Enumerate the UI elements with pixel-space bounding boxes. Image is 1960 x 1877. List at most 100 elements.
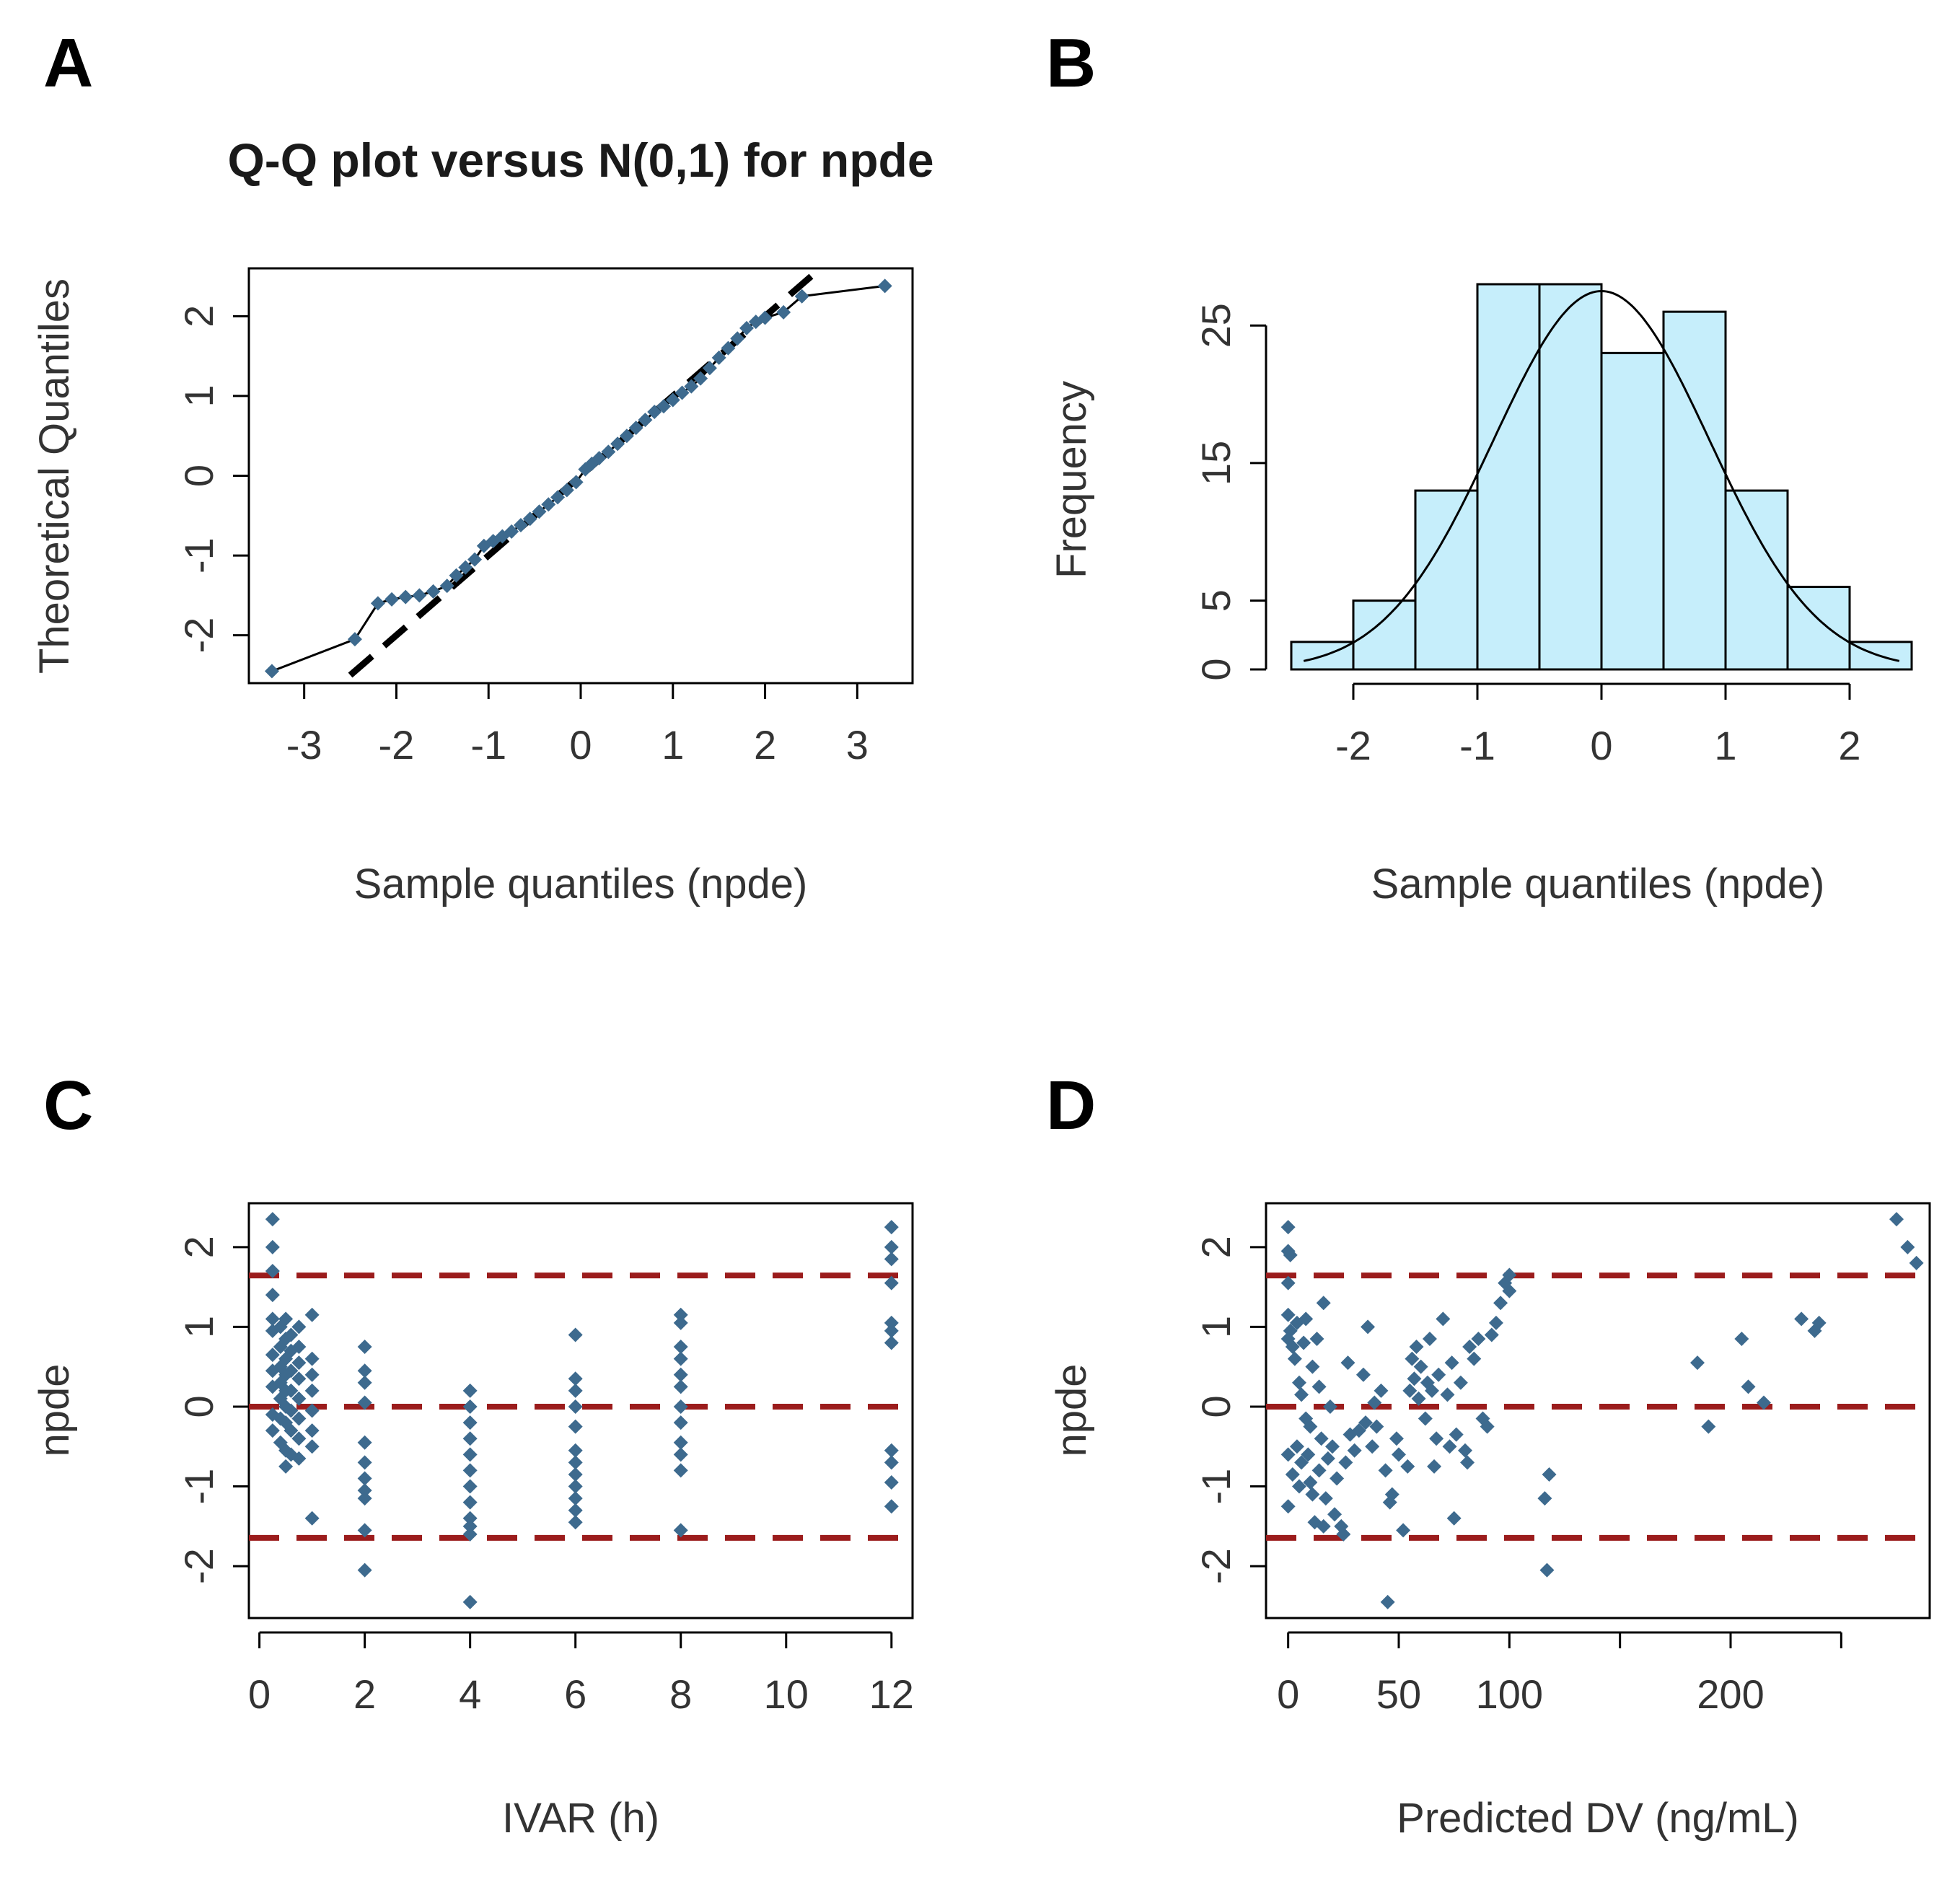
- d-npde-vs-pred-point: [1458, 1443, 1472, 1458]
- histogram-x-tick-label: 2: [1838, 723, 1860, 768]
- d-npde-vs-pred-point: [1493, 1296, 1508, 1311]
- qq-point: [384, 592, 400, 607]
- d-npde-vs-pred-point: [1462, 1340, 1477, 1355]
- c-npde-vs-time-point: [568, 1467, 583, 1482]
- qq-point: [370, 596, 385, 611]
- d-npde-vs-pred-point: [1285, 1467, 1300, 1482]
- panel-letter-b: B: [1046, 25, 1096, 102]
- c-npde-vs-time-x-tick-label: 8: [669, 1671, 692, 1717]
- d-npde-vs-pred-point: [1440, 1387, 1455, 1402]
- qq-point: [628, 421, 643, 436]
- qq-point: [559, 483, 574, 498]
- qq-x-tick-label: -1: [470, 722, 506, 768]
- histogram-xlabel: Sample quantiles (npde): [1371, 861, 1825, 907]
- d-npde-vs-pred-point: [1280, 1499, 1296, 1514]
- c-npde-vs-time-point: [357, 1523, 372, 1538]
- c-npde-vs-time-point: [357, 1562, 372, 1578]
- c-npde-vs-time-point: [265, 1263, 280, 1278]
- panel-letter-d: D: [1046, 1067, 1096, 1144]
- d-npde-vs-pred-point: [1453, 1375, 1468, 1390]
- qq-x-tick-label: 2: [754, 722, 776, 768]
- qq-plot-axes: -3 -2 -1 0 1 2 3 -2 -1 0 1 2: [176, 305, 869, 768]
- c-npde-vs-time-y-tick-label: 1: [176, 1316, 221, 1338]
- d-npde-vs-pred-point: [1488, 1315, 1503, 1330]
- c-npde-vs-time-point: [462, 1518, 478, 1534]
- qq-point: [665, 392, 680, 408]
- c-npde-vs-time-point: [291, 1411, 307, 1426]
- qq-point: [412, 588, 427, 603]
- d-npde-vs-pred-point: [1378, 1463, 1393, 1478]
- c-npde-vs-time-point: [357, 1395, 372, 1410]
- c-npde-vs-time-point: [462, 1383, 478, 1398]
- npde-vs-pred-panel: 0 50 100 200 -2 -1 0 1 2 Predicted DV (ng/mL) np…: [1048, 1202, 1931, 1842]
- d-npde-vs-pred-point: [1402, 1383, 1418, 1398]
- panel-letter-a: A: [43, 25, 93, 102]
- d-npde-vs-pred-point: [1446, 1511, 1462, 1526]
- histogram-panel: -2 -1 0 1 2 0 5 15 25 Sample quantiles (npde) Fr…: [1048, 283, 1913, 907]
- histogram-x-tick-label: 0: [1590, 723, 1612, 768]
- npde-vs-pred-frame: [1265, 1202, 1931, 1619]
- npde-vs-time-frame: [247, 1202, 914, 1619]
- d-npde-vs-pred-point: [1413, 1359, 1428, 1374]
- c-npde-vs-time-point: [568, 1419, 583, 1434]
- d-npde-vs-pred-point: [1811, 1315, 1827, 1330]
- qq-point: [702, 361, 717, 376]
- d-npde-vs-pred-point: [1316, 1518, 1331, 1534]
- histogram-bar: [1848, 641, 1913, 671]
- d-npde-vs-pred-point: [1289, 1439, 1304, 1454]
- qq-point: [610, 436, 625, 452]
- d-npde-vs-pred-point: [1889, 1212, 1904, 1227]
- d-npde-vs-pred-point: [1392, 1447, 1406, 1462]
- d-npde-vs-pred-point: [1361, 1319, 1376, 1335]
- c-npde-vs-time-point: [462, 1526, 478, 1542]
- qq-y-tick-label: -1: [176, 537, 221, 573]
- qq-point: [647, 405, 662, 420]
- c-npde-vs-time-point: [462, 1431, 478, 1446]
- c-npde-vs-time-point: [462, 1415, 478, 1430]
- qq-point: [877, 278, 892, 294]
- d-npde-vs-pred-point: [1380, 1594, 1395, 1609]
- npde-vs-pred-points: [1280, 1212, 1924, 1609]
- d-npde-vs-pred-y-tick-label: -1: [1193, 1469, 1239, 1505]
- d-npde-vs-pred-point: [1280, 1307, 1296, 1322]
- d-npde-vs-pred-point: [1347, 1443, 1362, 1458]
- c-npde-vs-time-point: [284, 1363, 299, 1379]
- c-npde-vs-time-point: [673, 1447, 688, 1462]
- c-npde-vs-time-point: [673, 1379, 688, 1394]
- d-npde-vs-pred-x-tick-label: 0: [1277, 1671, 1299, 1717]
- qq-y-tick-label: -2: [176, 617, 221, 654]
- c-npde-vs-time-point: [304, 1383, 320, 1398]
- qq-point: [776, 304, 791, 320]
- c-npde-vs-time-point: [884, 1499, 899, 1514]
- npde-vs-pred-reference-lines: [1266, 1272, 1930, 1541]
- c-npde-vs-time-point: [673, 1523, 688, 1538]
- d-npde-vs-pred-point: [1409, 1340, 1424, 1355]
- d-npde-vs-pred-point: [1444, 1355, 1459, 1371]
- npde-vs-pred-ylabel: npde: [1048, 1363, 1095, 1456]
- c-npde-vs-time-point: [462, 1463, 478, 1478]
- qq-y-tick-label: 0: [176, 465, 221, 487]
- histogram-bar: [1352, 599, 1417, 671]
- d-npde-vs-pred-point: [1442, 1439, 1457, 1454]
- d-npde-vs-pred-point: [1309, 1331, 1324, 1346]
- c-npde-vs-time-point: [284, 1403, 299, 1418]
- qq-point: [619, 428, 634, 444]
- c-npde-vs-time-point: [673, 1399, 688, 1414]
- qq-point: [264, 664, 279, 679]
- d-npde-vs-pred-point: [1365, 1439, 1380, 1454]
- qq-point: [467, 552, 483, 567]
- d-npde-vs-pred-point: [1389, 1431, 1404, 1446]
- d-npde-vs-pred-point: [1330, 1471, 1345, 1486]
- qq-point: [513, 518, 528, 533]
- d-npde-vs-pred-point: [1542, 1467, 1557, 1482]
- d-npde-vs-pred-point: [1287, 1351, 1302, 1366]
- qq-point: [739, 320, 754, 335]
- d-npde-vs-pred-point: [1280, 1447, 1296, 1462]
- c-npde-vs-time-point: [568, 1515, 583, 1530]
- c-npde-vs-time-point: [884, 1220, 899, 1235]
- npde-vs-pred-xlabel: Predicted DV (ng/mL): [1397, 1795, 1799, 1842]
- qq-x-tick-label: 1: [662, 722, 684, 768]
- qq-plot-xlabel: Sample quantiles (npde): [354, 861, 808, 907]
- histogram-y-tick-label: 15: [1193, 441, 1239, 485]
